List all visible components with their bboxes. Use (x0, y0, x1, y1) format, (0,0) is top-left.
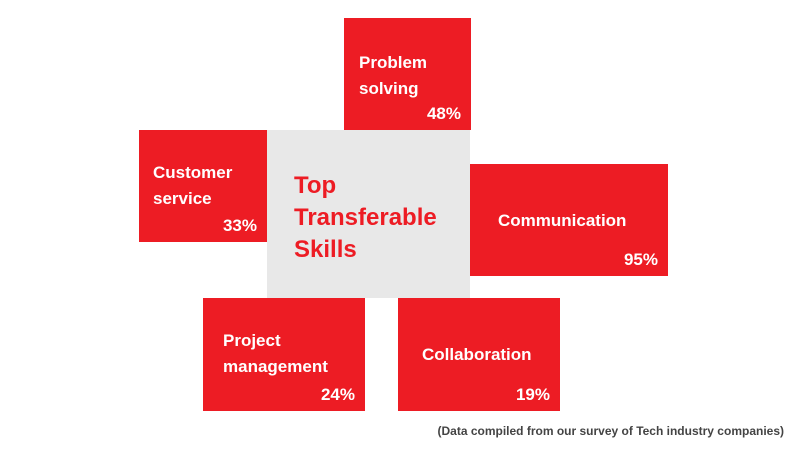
center-title-box: Top Transferable Skills (267, 130, 470, 298)
footnote: (Data compiled from our survey of Tech i… (437, 424, 784, 438)
skill-label-line: service (153, 189, 212, 208)
skill-label: Communication (498, 208, 626, 234)
skill-label: Collaboration (422, 342, 532, 368)
skill-label-line: Project (223, 331, 281, 350)
skill-label: Customer service (153, 160, 232, 212)
skill-label-line: Customer (153, 163, 233, 182)
title-line: Skills (294, 236, 357, 263)
skill-percent: 24% (320, 385, 355, 404)
skill-box-customer-service: Customer service 33% (139, 130, 267, 242)
skill-percent: 19% (515, 385, 550, 404)
skill-label-line: Communication (498, 211, 627, 230)
skill-label: Problem solving (359, 50, 427, 102)
title-line: Transferable (294, 204, 437, 231)
diagram-title: Top Transferable Skills (294, 170, 464, 266)
skill-percent: 33% (222, 216, 257, 235)
skill-label: Project management (223, 328, 328, 380)
title-line: Top (294, 172, 337, 199)
skill-label-line: Collaboration (422, 345, 532, 364)
skill-label-line: Problem (359, 53, 428, 72)
skill-label-line: solving (359, 79, 419, 98)
skill-box-problem-solving: Problem solving 48% (344, 18, 471, 130)
skill-box-project-management: Project management 24% (203, 298, 365, 411)
skill-percent: 48% (426, 104, 461, 123)
skill-box-collaboration: Collaboration 19% (398, 298, 560, 411)
skill-percent: 95% (623, 250, 658, 269)
skill-label-line: management (223, 357, 328, 376)
skill-box-communication: Communication 95% (470, 164, 668, 276)
